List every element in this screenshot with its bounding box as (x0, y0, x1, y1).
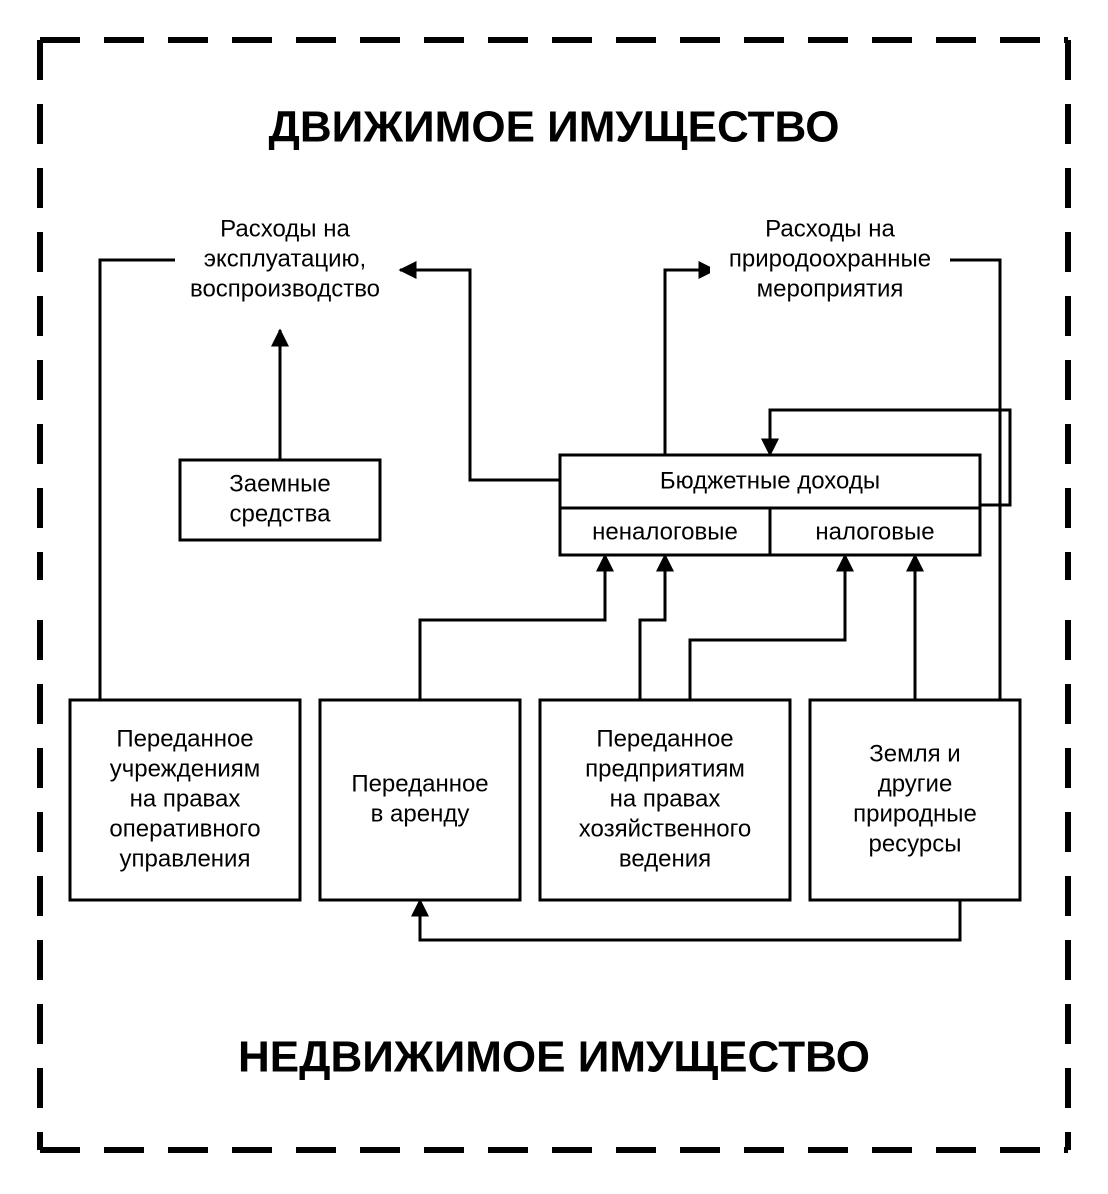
svg-text:воспроизводство: воспроизводство (190, 275, 380, 302)
budget-nontax: неналоговые (592, 518, 738, 545)
arrow-econ-to-tax (690, 555, 845, 700)
node-rent: Переданное в аренду (320, 700, 520, 900)
svg-text:ресурсы: ресурсы (868, 830, 961, 857)
arrow-rent-to-nonTax (420, 555, 605, 700)
svg-text:учреждениям: учреждениям (110, 755, 261, 782)
arrow-land-to-rent-bottom (420, 900, 960, 940)
title-immovable-property: НЕДВИЖИМОЕ ИМУЩЕСТВО (238, 1033, 870, 1082)
svg-text:оперативного: оперативного (109, 815, 260, 842)
budget-title: Бюджетные доходы (660, 467, 880, 494)
svg-text:Переданное: Переданное (596, 725, 733, 752)
arrow-opmgmt-loop (100, 260, 175, 700)
svg-text:эксплуатацию,: эксплуатацию, (204, 245, 366, 272)
label-expenses-exploitation: Расходы на эксплуатацию, воспроизводство (175, 208, 395, 308)
svg-text:Расходы на: Расходы на (220, 215, 350, 242)
svg-text:Переданное: Переданное (351, 770, 488, 797)
svg-text:природоохранные: природоохранные (729, 245, 931, 272)
svg-text:другие: другие (878, 770, 953, 797)
node-op_mgmt: Переданное учреждениям на правах оперативно… (70, 700, 300, 900)
svg-text:в аренду: в аренду (371, 800, 470, 827)
svg-text:Расходы на: Расходы на (765, 215, 895, 242)
svg-text:природные: природные (853, 800, 977, 827)
svg-text:предприятиям: предприятиям (585, 755, 745, 782)
title-movable-property: ДВИЖИМОЕ ИМУЩЕСТВО (269, 103, 840, 152)
svg-text:мероприятия: мероприятия (757, 275, 904, 302)
node-land: Земля и другие природные ресурсы (810, 700, 1020, 900)
arrow-econ-to-nonTax (640, 555, 665, 700)
svg-text:Земля и: Земля и (869, 740, 960, 767)
budget-tax: налоговые (815, 518, 934, 545)
node-budget-income: Бюджетные доходы неналоговые налоговые (560, 455, 980, 555)
svg-text:Заемные: Заемные (229, 470, 331, 497)
node-econ_mgmt: Переданное предприятиям на правах хозяйстве… (540, 700, 790, 900)
arrow-budget-to-expenses-right (665, 270, 715, 455)
arrow-budget-to-expenses-left (400, 270, 560, 480)
svg-text:управления: управления (120, 845, 251, 872)
node-borrowed-funds: Заемные средства (180, 460, 380, 540)
svg-text:на правах: на правах (130, 785, 241, 812)
svg-text:Переданное: Переданное (116, 725, 253, 752)
label-expenses-environment: Расходы на природоохранные мероприятия (710, 208, 950, 308)
svg-text:средства: средства (230, 500, 332, 527)
svg-text:хозяйственного: хозяйственного (579, 815, 751, 842)
svg-text:на правах: на правах (610, 785, 721, 812)
svg-text:ведения: ведения (619, 845, 711, 872)
